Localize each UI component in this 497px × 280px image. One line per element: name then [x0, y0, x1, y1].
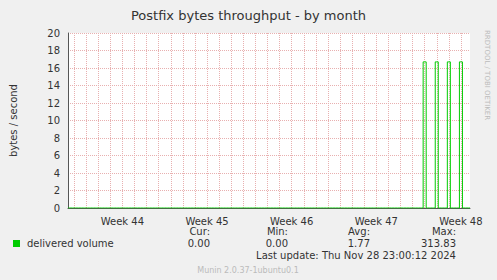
svg-text:Week 45: Week 45: [185, 216, 228, 227]
svg-text:2: 2: [54, 185, 60, 196]
svg-text:10: 10: [47, 115, 60, 126]
svg-text:4: 4: [54, 168, 60, 179]
svg-text:0: 0: [54, 203, 60, 214]
svg-text:Max:: Max:: [432, 226, 456, 237]
svg-text:Week 44: Week 44: [101, 216, 144, 227]
svg-text:18: 18: [47, 45, 60, 56]
svg-text:Cur:: Cur:: [189, 226, 210, 237]
svg-text:20: 20: [47, 28, 60, 39]
svg-text:bytes / second: bytes / second: [8, 84, 19, 157]
svg-text:Week 48: Week 48: [439, 216, 482, 227]
svg-text:Avg:: Avg:: [348, 226, 370, 237]
svg-text:16: 16: [47, 63, 60, 74]
svg-text:1.77: 1.77: [348, 238, 370, 249]
svg-text:0.00: 0.00: [188, 238, 210, 249]
svg-text:delivered volume: delivered volume: [27, 238, 114, 249]
svg-text:8: 8: [54, 133, 60, 144]
svg-text:RRDTOOL / TOBI OETIKER: RRDTOOL / TOBI OETIKER: [483, 30, 491, 120]
svg-text:14: 14: [47, 80, 60, 91]
svg-text:6: 6: [54, 150, 60, 161]
svg-text:Postfix bytes throughput - by: Postfix bytes throughput - by month: [131, 8, 366, 23]
svg-text:0.00: 0.00: [266, 238, 288, 249]
svg-text:313.83: 313.83: [421, 238, 456, 249]
svg-text:12: 12: [47, 98, 60, 109]
svg-text:Week 46: Week 46: [270, 216, 313, 227]
svg-text:Min:: Min:: [267, 226, 288, 237]
svg-text:Munin 2.0.37-1ubuntu0.1: Munin 2.0.37-1ubuntu0.1: [197, 266, 299, 275]
svg-text:Week 47: Week 47: [355, 216, 398, 227]
svg-text:Last update: Thu Nov 28 23:00:: Last update: Thu Nov 28 23:00:12 2024: [256, 250, 456, 261]
